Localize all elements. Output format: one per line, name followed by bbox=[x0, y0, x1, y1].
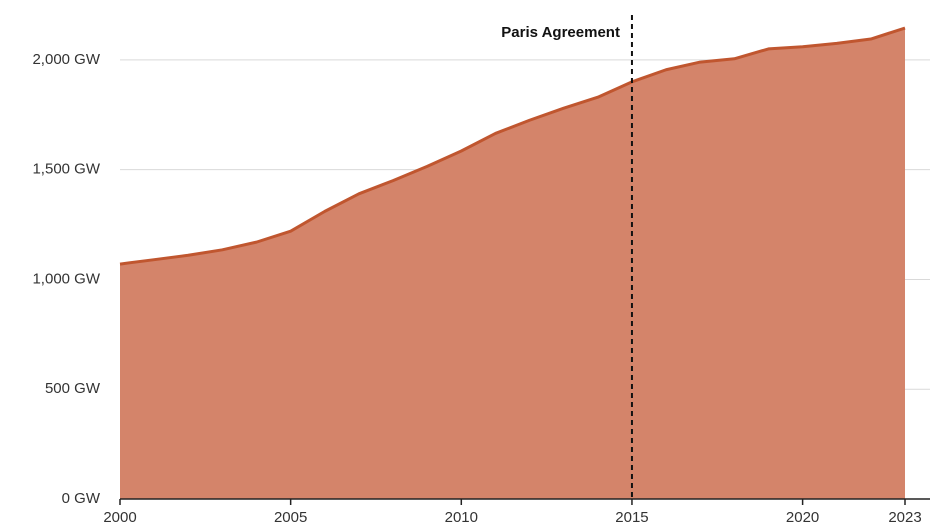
x-tick-label: 2015 bbox=[615, 509, 648, 526]
x-tick-label: 2005 bbox=[274, 509, 307, 526]
line bbox=[119, 26, 906, 266]
x-tick-label: 2010 bbox=[445, 509, 478, 526]
y-tick-label: 1,000 GW bbox=[32, 270, 100, 287]
area bbox=[120, 28, 905, 499]
y-tick-label: 0 GW bbox=[62, 490, 101, 507]
y-tick-label: 1,500 GW bbox=[32, 161, 100, 178]
x-tick-label: 2000 bbox=[103, 509, 136, 526]
x-tick-label: 2023 bbox=[888, 509, 921, 526]
y-tick-label: 500 GW bbox=[45, 380, 101, 397]
x-tick-label: 2020 bbox=[786, 509, 819, 526]
annotation-label: Paris Agreement bbox=[501, 24, 620, 41]
y-tick-label: 2,000 GW bbox=[32, 51, 100, 68]
